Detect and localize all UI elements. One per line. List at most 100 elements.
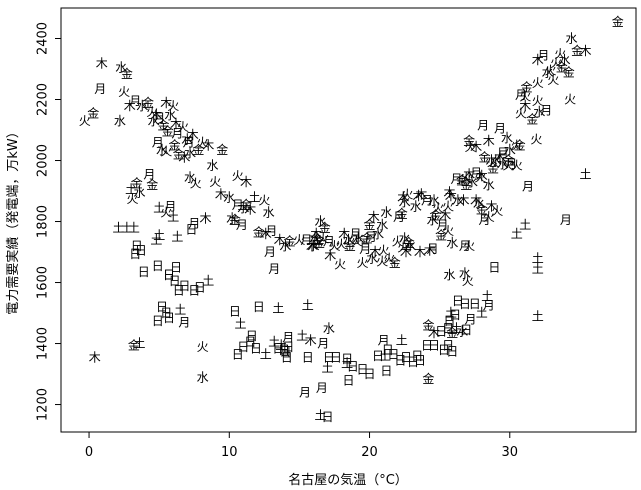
data-point: 金 [128, 337, 140, 352]
data-point: 土 [481, 290, 493, 304]
data-point: 金 [192, 142, 204, 157]
data-point: 日 [244, 335, 256, 349]
data-point: 水 [366, 251, 378, 265]
data-point: 日 [160, 306, 172, 320]
data-point: 水 [307, 239, 319, 253]
data-point: 水 [542, 65, 554, 79]
data-point: 日 [323, 351, 335, 365]
data-point: 土 [153, 229, 165, 243]
data-point: 水 [410, 200, 422, 214]
data-point: 日 [387, 347, 399, 361]
data-point: 木 [170, 117, 182, 131]
data-point: 月 [436, 218, 448, 232]
data-point: 木 [415, 187, 427, 201]
data-point: 水 [184, 171, 196, 185]
data-point: 日 [341, 352, 353, 366]
data-point: 月 [265, 224, 277, 238]
data-point: 金 [396, 206, 408, 221]
data-point: 日 [278, 343, 290, 357]
data-point: 土 [476, 306, 488, 320]
data-point: 日 [438, 343, 450, 357]
data-point: 水 [443, 268, 455, 282]
y-tick-label: 1600 [36, 266, 51, 299]
data-point: 月 [178, 315, 190, 329]
data-point: 月 [323, 235, 335, 249]
data-point: 月 [483, 299, 495, 313]
data-point: 土 [167, 210, 179, 224]
data-point: 月 [540, 103, 552, 117]
data-point: 火 [209, 175, 221, 189]
data-point: 木 [414, 245, 426, 259]
data-point: 土 [450, 322, 462, 336]
data-point: 水 [156, 143, 168, 157]
data-point: 火 [258, 193, 270, 207]
data-point: 木 [457, 193, 469, 207]
data-point: 木 [244, 203, 256, 217]
data-point: 金 [612, 14, 624, 29]
x-tick-label: 10 [221, 445, 238, 460]
data-point: 水 [115, 61, 127, 75]
data-point: 火 [544, 64, 556, 78]
data-point: 火 [232, 169, 244, 183]
data-point: 金 [487, 160, 499, 175]
data-point: 金 [344, 238, 356, 253]
data-point: 火 [118, 85, 130, 99]
data-point: 水 [148, 114, 160, 128]
data-point: 日 [382, 343, 394, 357]
data-point: 金 [521, 80, 533, 95]
data-point: 日 [452, 294, 464, 308]
y-tick-label: 2400 [36, 22, 51, 55]
data-point: 日 [250, 341, 262, 355]
data-point: 土 [128, 221, 140, 235]
data-point: 火 [293, 233, 305, 247]
data-point: 木 [215, 187, 227, 201]
data-point: 火 [530, 132, 542, 146]
y-tick-label: 2000 [36, 144, 51, 177]
data-point: 金 [121, 66, 133, 81]
data-point: 金 [87, 105, 99, 120]
data-point: 火 [392, 235, 404, 249]
data-point: 土 [133, 337, 145, 351]
data-point: 火 [550, 56, 562, 70]
data-point: 火 [383, 251, 395, 265]
x-axis: 0 10 20 30 [85, 432, 518, 460]
data-point: 木 [532, 53, 544, 67]
data-point: 木 [483, 134, 495, 148]
data-point: 月 [268, 262, 280, 276]
data-point: 火 [177, 120, 189, 134]
data-point: 火 [432, 201, 444, 215]
data-point: 月 [450, 172, 462, 186]
data-point: 火 [515, 106, 527, 120]
data-point: 火 [491, 204, 503, 218]
data-point: 水 [114, 114, 126, 128]
data-point: 日 [279, 344, 291, 358]
data-point: 日 [169, 274, 181, 288]
data-point: 木 [124, 99, 136, 113]
y-tick-label: 1200 [36, 388, 51, 421]
data-point: 金 [460, 177, 472, 192]
data-point: 月 [427, 242, 439, 256]
data-point: 水 [452, 193, 464, 207]
data-point: 日 [253, 300, 265, 314]
data-point: 月 [560, 213, 572, 227]
data-point: 月 [171, 126, 183, 140]
data-point: 金 [284, 234, 296, 249]
data-point: 火 [317, 232, 329, 246]
data-point: 木 [428, 326, 440, 340]
data-point: 日 [178, 279, 190, 293]
data-point: 水 [565, 32, 577, 46]
data-point: 金 [403, 235, 415, 250]
data-point: 水 [164, 108, 176, 122]
data-point: 土 [150, 233, 162, 247]
data-point: 金 [429, 208, 441, 223]
data-point: 日 [372, 349, 384, 363]
data-point: 水 [485, 154, 497, 168]
data-point: 木 [199, 212, 211, 226]
data-point: 日 [170, 261, 182, 275]
data-point: 日 [356, 363, 368, 377]
data-point: 月 [143, 167, 155, 181]
data-point: 日 [469, 297, 481, 311]
data-point: 金 [526, 112, 538, 127]
data-point: 木 [470, 193, 482, 207]
data-point: 水 [279, 239, 291, 253]
